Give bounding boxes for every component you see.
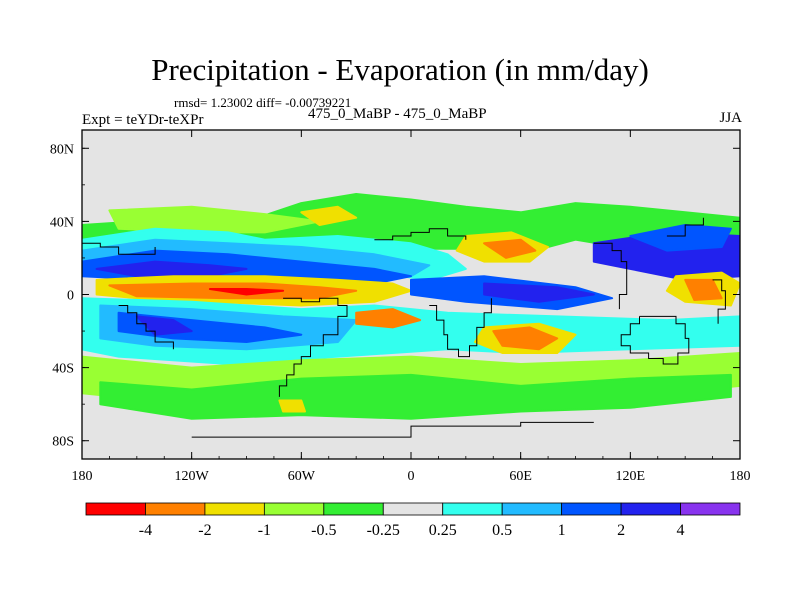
colorbar-swatch [501,502,563,516]
colorbar-label: -1 [258,522,271,539]
region-pacific-orange [684,278,723,301]
region-sh-green-band [99,373,732,420]
coastline-2 [278,297,348,397]
experiment-label: Expt = teYDr-teXPr [82,112,204,128]
coastline-8 [666,217,704,237]
colorbar-label: 1 [558,522,566,539]
y-tick-label: 40N [50,215,74,230]
colorbar-swatch [323,502,384,516]
region-sh-navy-patch [135,315,193,336]
region-atlantic-orange [355,308,422,329]
coastline-0 [82,242,156,255]
colorbar-swatch [561,502,622,516]
region-pacific-blue [629,224,732,252]
colorbar-swatch [85,502,146,516]
x-tick-label: 180 [72,469,93,484]
region-nh-yellow-patch [300,205,358,226]
region-nh-navy-band [95,260,248,278]
colorbar: -4 -2 -1 -0.5 -0.25 0.25 0.5 1 2 4 [85,502,741,539]
anomaly-fields [82,193,740,420]
x-tick-label: 120W [175,469,210,484]
colorbar-label: 4 [677,522,685,539]
stats-text: rmsd= 1.23002 diff= -0.00739221 [174,95,352,110]
x-tick-label: 180 [730,469,751,484]
colorbar-label: -0.5 [311,522,336,539]
region-asia-orange [483,238,537,259]
y-tick-label: 80N [50,142,74,157]
x-tick-label: 60E [509,469,532,484]
colorbar-swatch [382,502,444,516]
coastline-9 [712,279,726,324]
colorbar-label: 0.5 [492,522,512,539]
coastline-7 [191,421,594,438]
coastline-1 [118,305,174,350]
colorbar-swatch [145,502,206,516]
y-tick-label: 40S [52,362,74,377]
colorbar-label: 2 [617,522,625,539]
region-equatorial-red [208,288,285,296]
x-tick-label: 60W [288,469,316,484]
x-tick-label: 0 [408,469,415,484]
colorbar-swatch [620,502,681,516]
coastline-5 [593,242,628,310]
colorbar-swatch [680,502,741,516]
chart-title: Precipitation - Evaporation (in mm/day) [151,52,649,87]
colorbar-label: -4 [139,522,152,539]
x-tick-label: 120E [616,469,646,484]
region-eq-atlantic-navy [483,282,595,303]
coastline-4 [429,298,492,358]
coastline-3 [374,228,467,241]
axes: 180 120W 60W 0 60E 120E 180 80N 40N 0 40S 80S [50,130,751,484]
colorbar-label: -0.25 [367,522,400,539]
colorbar-label: 0.25 [429,522,457,539]
region-indian-orange [492,326,559,351]
y-tick-label: 80S [52,435,74,450]
colorbar-label: -2 [198,522,211,539]
coastlines [82,217,726,438]
y-tick-label: 0 [67,289,74,304]
season-label: JJA [719,110,742,126]
colorbar-swatch [263,502,325,516]
region-sh-yellow-patch [278,399,306,413]
region-nh-lime-patch [108,205,321,234]
colorbar-swatch [204,502,265,516]
coastline-6 [620,315,690,365]
runs-label: 475_0_MaBP - 475_0_MaBP [308,106,487,122]
colorbar-swatch [442,502,503,516]
